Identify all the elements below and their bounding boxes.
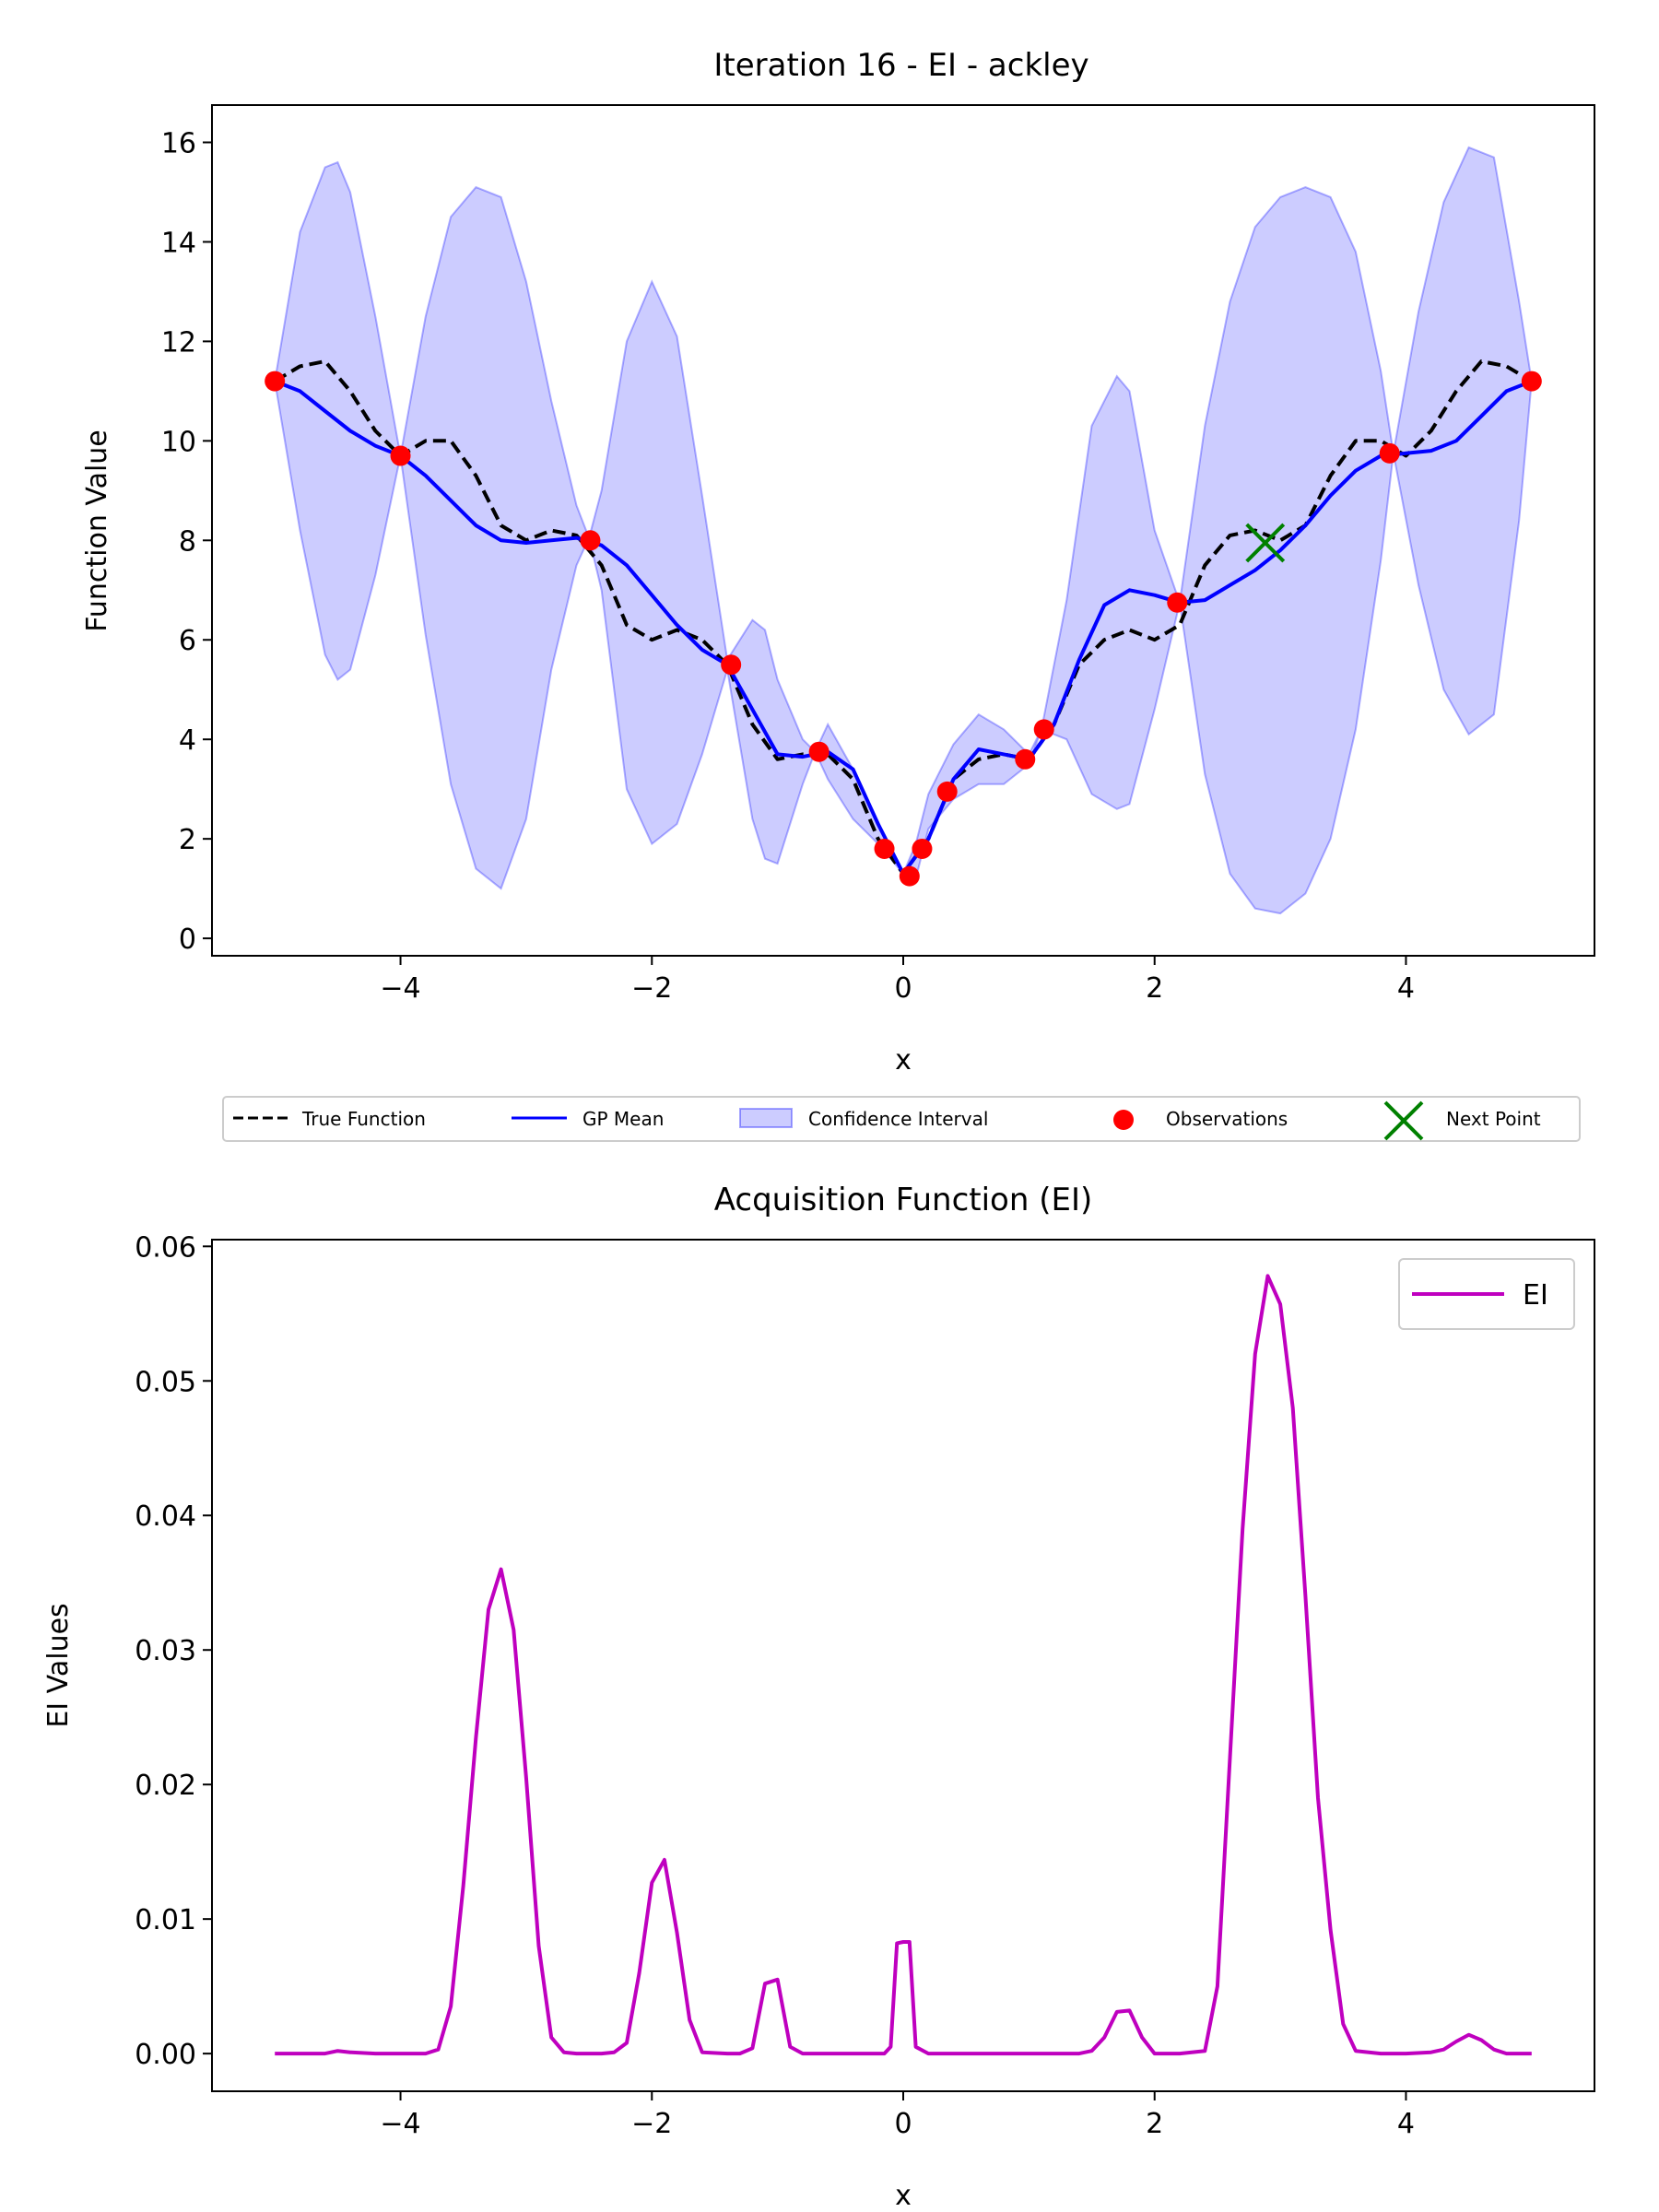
y-tick-label: 6 <box>179 625 196 657</box>
top-legend-frame <box>222 1096 1581 1142</box>
legend-confidence-interval-swatch <box>739 1108 793 1128</box>
top-y-axis-label: Function Value <box>81 429 113 632</box>
top-plot-markers <box>265 371 1542 887</box>
next-point-marker <box>1245 523 1286 563</box>
observation-point <box>808 741 830 762</box>
y-tick-label: 0.03 <box>135 1635 196 1667</box>
observation-point <box>721 654 742 676</box>
x-tick-label: −2 <box>631 972 672 1005</box>
y-tick-label: 16 <box>161 127 196 159</box>
observation-point <box>936 781 958 802</box>
y-tick-label: 0.04 <box>135 1500 196 1533</box>
x-tick-label: −2 <box>631 2108 672 2140</box>
legend-next-point-swatch <box>1383 1100 1424 1141</box>
bottom-x-axis-label: x <box>895 2180 912 2212</box>
top-panel: Iteration 16 - EI - ackley −4 −2 0 2 4 0 2 4 6 8… <box>81 47 1595 1077</box>
x-tick-label: −4 <box>380 972 420 1005</box>
observation-point <box>874 838 895 859</box>
legend-observations-swatch <box>1113 1110 1134 1130</box>
y-tick-label: 0.06 <box>135 1231 196 1264</box>
y-tick-label: 0 <box>179 924 196 956</box>
y-tick-label: 14 <box>161 227 196 259</box>
top-y-ticks: 0 2 4 6 8 10 12 14 16 <box>161 127 212 956</box>
bottom-legend: EI <box>1398 1258 1575 1330</box>
y-tick-label: 12 <box>161 326 196 359</box>
observation-point <box>1033 719 1054 740</box>
y-tick-label: 0.05 <box>135 1366 196 1398</box>
observation-point <box>580 530 601 551</box>
bottom-plot-lines <box>275 1274 1532 2056</box>
top-x-axis-label: x <box>895 1044 912 1077</box>
x-tick-label: 4 <box>1397 2108 1415 2140</box>
y-tick-label: 0.00 <box>135 2039 196 2071</box>
observation-point <box>265 371 286 392</box>
observation-point <box>1521 371 1542 392</box>
x-tick-label: 4 <box>1397 972 1415 1005</box>
legend-next-point-label: Next Point <box>1446 1108 1541 1130</box>
observation-point <box>1167 592 1188 613</box>
top-chart-title: Iteration 16 - EI - ackley <box>713 47 1088 84</box>
y-tick-label: 10 <box>161 426 196 458</box>
bottom-y-axis-label: EI Values <box>42 1603 75 1727</box>
bottom-chart-title: Acquisition Function (EI) <box>714 1182 1093 1218</box>
bottom-x-ticks: −4 −2 0 2 4 <box>380 2091 1415 2140</box>
legend-ei-label: EI <box>1523 1279 1548 1312</box>
observation-point <box>899 865 920 887</box>
x-tick-label: 2 <box>1146 2108 1163 2140</box>
legend-observations-label: Observations <box>1166 1108 1288 1130</box>
x-tick-label: 0 <box>894 972 912 1005</box>
bottom-y-ticks: 0.00 0.01 0.02 0.03 0.04 0.05 0.06 <box>135 1231 212 2071</box>
legend-confidence-interval-label: Confidence Interval <box>808 1108 988 1130</box>
legend-true-function-label: True Function <box>301 1108 426 1130</box>
top-x-ticks: −4 −2 0 2 4 <box>380 956 1415 1005</box>
bottom-panel: Acquisition Function (EI) −4 −2 0 2 4 0.000.… <box>42 1182 1595 2212</box>
ei-line <box>275 1274 1532 2056</box>
y-tick-label: 8 <box>179 525 196 558</box>
x-tick-label: −4 <box>380 2108 420 2140</box>
legend-gp-mean-label: GP Mean <box>582 1108 664 1130</box>
y-tick-label: 2 <box>179 824 196 856</box>
x-tick-label: 0 <box>894 2108 912 2140</box>
observation-point <box>1379 442 1400 464</box>
top-legend: True Function GP Mean Confidence Interva… <box>222 1096 1581 1142</box>
observation-point <box>1015 748 1036 770</box>
observation-point <box>390 445 411 466</box>
y-tick-label: 4 <box>179 724 196 757</box>
x-tick-label: 2 <box>1146 972 1163 1005</box>
observation-point <box>912 838 933 859</box>
y-tick-label: 0.01 <box>135 1904 196 1936</box>
y-tick-label: 0.02 <box>135 1770 196 1802</box>
